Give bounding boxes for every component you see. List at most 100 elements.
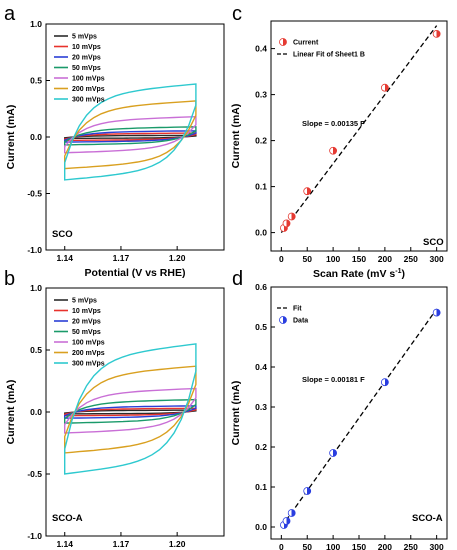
y-axis-label: Current (mA): [5, 380, 17, 445]
legend-d: Fit Data: [277, 306, 308, 325]
data-point: [330, 450, 337, 457]
x-tick-label: 100: [326, 542, 340, 550]
y-tick-label: 0.5: [30, 76, 42, 86]
y-tick-label: 1.0: [30, 283, 42, 293]
y-axis-label: Current (mA): [230, 104, 242, 169]
x-axis-label: Scan Rate (mV s-1): [313, 268, 405, 280]
legend-label: 10 mVps: [72, 308, 101, 315]
y-tick-label: 0.3: [255, 90, 267, 100]
x-tick-label: 200: [378, 542, 392, 550]
sample-label-d: SCO-A: [412, 513, 443, 524]
panel-b-cv-sco-a: b 1.14 1.17 1.20 -1.0 -0.5 0.0 0.5 1.0 Potential…: [4, 268, 224, 550]
legend-label: Fit: [293, 306, 302, 313]
legend-label: Current: [293, 40, 319, 47]
y-tick-label: 0.2: [255, 136, 267, 146]
data-point: [288, 510, 295, 517]
y-tick-label: 0.3: [255, 402, 267, 412]
data-point: [433, 309, 440, 316]
y-tick-label: 0.5: [255, 322, 267, 332]
x-tick-label: 1.20: [169, 539, 186, 549]
axes-a: 1.14 1.17 1.20 -1.0 -0.5 0.0 0.5 1.0 Potential (…: [5, 19, 224, 279]
legend-label: 50 mVps: [72, 329, 101, 336]
y-tick-label: -0.5: [27, 189, 42, 199]
data-point: [381, 84, 388, 91]
data-point: [304, 488, 311, 495]
x-tick-label: 1.14: [56, 539, 73, 549]
legend-label: 100 mVps: [72, 76, 105, 83]
y-axis-label: Current (mA): [230, 381, 242, 446]
slope-label-c: Slope = 0.00135 F: [302, 119, 365, 128]
legend-label: Data: [293, 318, 308, 325]
legend-c: Current Linear Fit of Sheet1 B: [277, 39, 365, 59]
panel-c-scanrate-sco: c 0 50 100 150 200 250 300 0.0 0.1 0.2 0.3 0.4 Scan …: [230, 3, 447, 280]
x-tick-label: 250: [404, 254, 418, 264]
y-tick-label: 0.2: [255, 442, 267, 452]
axes-c: 0 50 100 150 200 250 300 0.0 0.1 0.2 0.3 0.4 Scan Ra…: [230, 21, 447, 280]
legend-label: 10 mVps: [72, 44, 101, 51]
legend-label: 200 mVps: [72, 86, 105, 93]
x-tick-label: 300: [430, 254, 444, 264]
x-tick-label: 300: [430, 542, 444, 550]
panel-letter-d: d: [232, 268, 243, 290]
legend-label: 20 mVps: [72, 55, 101, 62]
y-tick-label: 0.0: [255, 228, 267, 238]
x-axis-label: Potential (V vs RHE): [85, 267, 186, 279]
x-tick-label: 1.14: [56, 253, 73, 263]
x-tick-label: 50: [303, 254, 313, 264]
data-point: [304, 188, 311, 195]
legend-label: 100 mVps: [72, 340, 105, 347]
y-tick-label: 0.4: [255, 44, 267, 54]
y-tick-label: 0.4: [255, 362, 267, 372]
legend-label: 200 mVps: [72, 350, 105, 357]
plot-frame: [271, 287, 447, 539]
x-tick-label: 50: [303, 542, 313, 550]
legend-label: 5 mVps: [72, 34, 97, 41]
panel-letter-b: b: [4, 268, 15, 290]
panel-d-scanrate-sco-a: d 0 50 100 150 200 250 300 0.0 0.1 0.2 0.3 0.4 0.5 0.…: [230, 268, 447, 550]
panel-letter-a: a: [4, 3, 16, 25]
legend-a: 5 mVps 10 mVps 20 mVps 50 mVps 100 mVps 200 m…: [54, 34, 105, 104]
legend-label: 300 mVps: [72, 97, 105, 104]
x-tick-label: 1.20: [169, 253, 186, 263]
y-axis-label: Current (mA): [5, 105, 17, 170]
y-tick-label: 0.6: [255, 282, 267, 292]
x-tick-label: 0: [279, 542, 284, 550]
x-tick-label: 0: [279, 254, 284, 264]
points-d: [280, 309, 440, 529]
panel-letter-c: c: [232, 3, 242, 25]
slope-label-d: Slope = 0.00181 F: [302, 375, 365, 384]
y-tick-label: 0.0: [255, 522, 267, 532]
legend-label: 5 mVps: [72, 298, 97, 305]
y-tick-label: 0.0: [30, 407, 42, 417]
data-point: [283, 220, 290, 227]
x-tick-label: 100: [326, 254, 340, 264]
y-tick-label: -0.5: [27, 469, 42, 479]
y-tick-label: 0.5: [30, 345, 42, 355]
legend-label: 50 mVps: [72, 65, 101, 72]
legend-marker: [280, 39, 287, 46]
y-tick-label: -1.0: [27, 245, 42, 255]
x-tick-label: 200: [378, 254, 392, 264]
legend-label: 20 mVps: [72, 319, 101, 326]
x-tick-label: 150: [352, 542, 366, 550]
fit-line: [281, 309, 436, 527]
data-point: [288, 213, 295, 220]
axes-d: 0501001502002503000.00.10.20.30.40.50.6S…: [230, 282, 447, 550]
legend-marker: [280, 317, 287, 324]
x-tick-label: 1.17: [113, 253, 130, 263]
data-point: [330, 147, 337, 154]
y-tick-label: 0.1: [255, 182, 267, 192]
y-tick-label: -1.0: [27, 531, 42, 541]
sample-label-c: SCO: [423, 237, 444, 248]
sample-label-b: SCO-A: [52, 513, 83, 524]
legend-b: 5 mVps 10 mVps 20 mVps 50 mVps 100 mVps 200 m…: [54, 298, 105, 368]
panel-a-cv-sco: a 1.14 1.17 1.20 -1.0 -0.5 0.0 0.5 1.0 Potential…: [4, 3, 224, 279]
sample-label-a: SCO: [52, 229, 73, 240]
data-point: [283, 518, 290, 525]
legend-label: 300 mVps: [72, 361, 105, 368]
legend-label: Linear Fit of Sheet1 B: [293, 52, 365, 59]
x-tick-label: 250: [404, 542, 418, 550]
x-tick-label: 150: [352, 254, 366, 264]
